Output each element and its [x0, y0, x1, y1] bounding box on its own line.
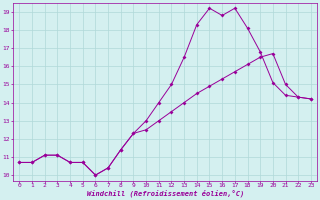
X-axis label: Windchill (Refroidissement éolien,°C): Windchill (Refroidissement éolien,°C) [86, 190, 244, 197]
